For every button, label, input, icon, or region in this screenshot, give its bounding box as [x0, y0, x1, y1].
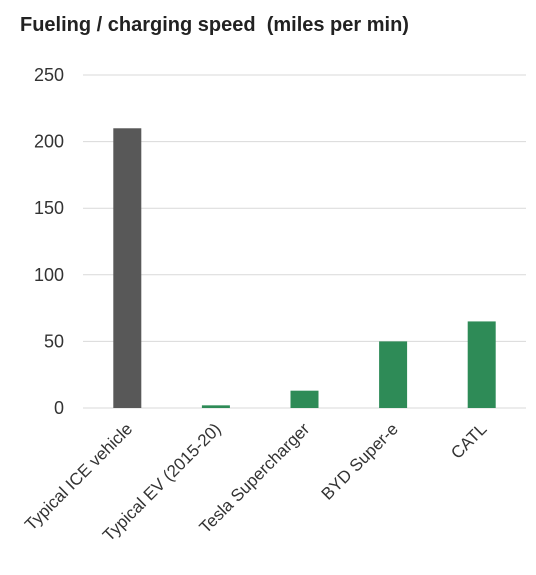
y-tick-label: 250	[34, 65, 64, 85]
bar	[201, 405, 230, 408]
x-tick-label: BYD Super-e	[318, 419, 402, 503]
gridlines	[83, 74, 526, 409]
y-tick-label: 150	[34, 198, 64, 218]
x-tick-label: CATL	[447, 419, 490, 462]
y-tick-label: 0	[54, 398, 64, 418]
bar	[467, 321, 496, 408]
bar	[113, 128, 142, 408]
chart-title: Fueling / charging speed (miles per min)	[20, 14, 409, 36]
bar	[290, 390, 319, 408]
y-axis-ticks: 0 50 100 150 200 250	[34, 65, 64, 418]
y-tick-label: 200	[34, 132, 64, 152]
y-tick-label: 100	[34, 265, 64, 285]
bar	[379, 341, 408, 408]
y-tick-label: 50	[44, 331, 64, 351]
bars	[113, 128, 496, 408]
